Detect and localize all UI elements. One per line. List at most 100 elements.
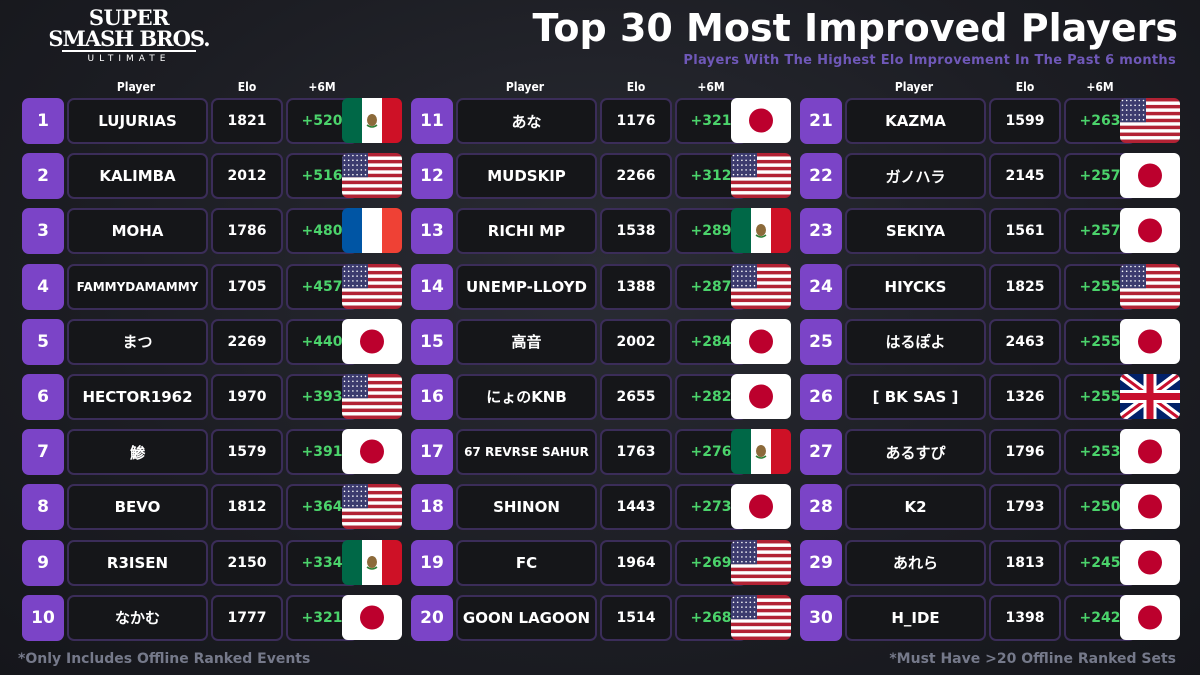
- player-name: UNEMP-LLOYD: [456, 263, 597, 310]
- leaderboard-column-1: Player Elo +6M 1 LUJURIAS 1821 +520 2 KALIMBA 201…: [22, 78, 406, 650]
- rank-badge: 8: [22, 484, 64, 531]
- rank-badge: 11: [411, 98, 453, 144]
- elo-value: 2655: [600, 373, 672, 420]
- player-name: MOHA: [67, 208, 208, 255]
- player-name: LUJURIAS: [67, 98, 208, 144]
- mexico-flag-icon: [342, 98, 402, 143]
- player-name: あるすぴ: [845, 429, 986, 476]
- rank-badge: 10: [22, 594, 64, 641]
- japan-flag-icon: [1120, 318, 1180, 364]
- player-name: まつ: [67, 318, 208, 365]
- usa-flag-icon: [342, 153, 402, 199]
- rank-badge: 7: [22, 429, 64, 476]
- player-name: GOON LAGOON: [456, 594, 597, 641]
- player-row: 13 RICHI MP 1538 +289: [411, 208, 795, 263]
- leaderboard-column-2: Player Elo +6M 11 あな 1176 +321 12 MUDSKIP 2266 +31…: [411, 78, 795, 650]
- rank-badge: 26: [800, 373, 842, 420]
- rank-badge: 9: [22, 539, 64, 586]
- usa-flag-icon: [342, 263, 402, 309]
- player-name: RICHI MP: [456, 208, 597, 255]
- usa-flag-icon: [1120, 98, 1180, 143]
- player-row: 12 MUDSKIP 2266 +312: [411, 153, 795, 208]
- header-elo: Elo: [626, 80, 646, 94]
- player-name: なかむ: [67, 594, 208, 641]
- player-row: 20 GOON LAGOON 1514 +268: [411, 594, 795, 650]
- elo-value: 1538: [600, 208, 672, 255]
- rank-badge: 27: [800, 429, 842, 476]
- elo-value: 1705: [211, 263, 283, 310]
- player-row: 23 SEKIYA 1561 +257: [800, 208, 1184, 263]
- rank-badge: 22: [800, 153, 842, 200]
- player-name: 鯵: [67, 429, 208, 476]
- rank-badge: 15: [411, 318, 453, 365]
- player-name: BEVO: [67, 484, 208, 531]
- elo-value: 1514: [600, 594, 672, 641]
- elo-value: 2002: [600, 318, 672, 365]
- improvement-value: +334: [286, 539, 358, 586]
- rank-badge: 1: [22, 98, 64, 144]
- player-row: 6 HECTOR1962 1970 +393: [22, 373, 406, 429]
- player-name: SEKIYA: [845, 208, 986, 255]
- player-name: H_IDE: [845, 594, 986, 641]
- rank-badge: 4: [22, 263, 64, 310]
- japan-flag-icon: [342, 429, 402, 475]
- elo-value: 2150: [211, 539, 283, 586]
- player-name: ガノハラ: [845, 153, 986, 200]
- rank-badge: 2: [22, 153, 64, 200]
- japan-flag-icon: [731, 98, 791, 143]
- header-elo: Elo: [1015, 80, 1035, 94]
- elo-value: 1793: [989, 484, 1061, 531]
- elo-value: 1786: [211, 208, 283, 255]
- elo-value: 1812: [211, 484, 283, 531]
- elo-value: 2012: [211, 153, 283, 200]
- header-elo: Elo: [237, 80, 257, 94]
- player-row: 1 LUJURIAS 1821 +520: [22, 98, 406, 153]
- japan-flag-icon: [1120, 208, 1180, 254]
- usa-flag-icon: [1120, 263, 1180, 309]
- player-row: 22 ガノハラ 2145 +257: [800, 153, 1184, 208]
- player-row: 7 鯵 1579 +391: [22, 429, 406, 484]
- elo-value: 1561: [989, 208, 1061, 255]
- page-title: Top 30 Most Improved Players: [532, 6, 1178, 50]
- mexico-flag-icon: [731, 208, 791, 254]
- rank-badge: 6: [22, 373, 64, 420]
- player-row: 29 あれら 1813 +245: [800, 539, 1184, 595]
- mexico-flag-icon: [731, 429, 791, 475]
- elo-value: 2463: [989, 318, 1061, 365]
- japan-flag-icon: [1120, 484, 1180, 530]
- rank-badge: 21: [800, 98, 842, 144]
- player-name: はるぽよ: [845, 318, 986, 365]
- elo-value: 1777: [211, 594, 283, 641]
- player-row: 11 あな 1176 +321: [411, 98, 795, 153]
- column-header: Player Elo +6M: [22, 78, 406, 98]
- usa-flag-icon: [342, 373, 402, 419]
- page-subtitle: Players With The Highest Elo Improvement…: [683, 53, 1176, 68]
- elo-value: 1398: [989, 594, 1061, 641]
- rank-badge: 5: [22, 318, 64, 365]
- japan-flag-icon: [731, 484, 791, 530]
- footnote-right: *Must Have >20 Offline Ranked Sets: [889, 651, 1176, 667]
- smash-bros-logo: SUPER SMASH BROS. ULTIMATE: [44, 7, 214, 78]
- player-row: 8 BEVO 1812 +364: [22, 484, 406, 539]
- player-name: あな: [456, 98, 597, 144]
- player-name: MUDSKIP: [456, 153, 597, 200]
- player-row: 3 MOHA 1786 +480: [22, 208, 406, 263]
- elo-value: 2266: [600, 153, 672, 200]
- player-row: 30 H_IDE 1398 +242: [800, 594, 1184, 650]
- elo-value: 1599: [989, 98, 1061, 144]
- player-row: 18 SHINON 1443 +273: [411, 484, 795, 539]
- player-row: 19 FC 1964 +269: [411, 539, 795, 595]
- player-name: [ BK SAS ]: [845, 373, 986, 420]
- rank-badge: 29: [800, 539, 842, 586]
- player-row: 14 UNEMP-LLOYD 1388 +287: [411, 263, 795, 319]
- header-player: Player: [894, 80, 934, 94]
- player-row: 9 R3ISEN 2150 +334: [22, 539, 406, 595]
- player-name: KALIMBA: [67, 153, 208, 200]
- france-flag-icon: [342, 208, 402, 254]
- header-improvement: +6M: [1086, 80, 1114, 94]
- player-row: 15 高音 2002 +284: [411, 318, 795, 374]
- player-row: 28 K2 1793 +250: [800, 484, 1184, 539]
- column-header: Player Elo +6M: [800, 78, 1184, 98]
- mexico-flag-icon: [342, 539, 402, 585]
- elo-value: 1326: [989, 373, 1061, 420]
